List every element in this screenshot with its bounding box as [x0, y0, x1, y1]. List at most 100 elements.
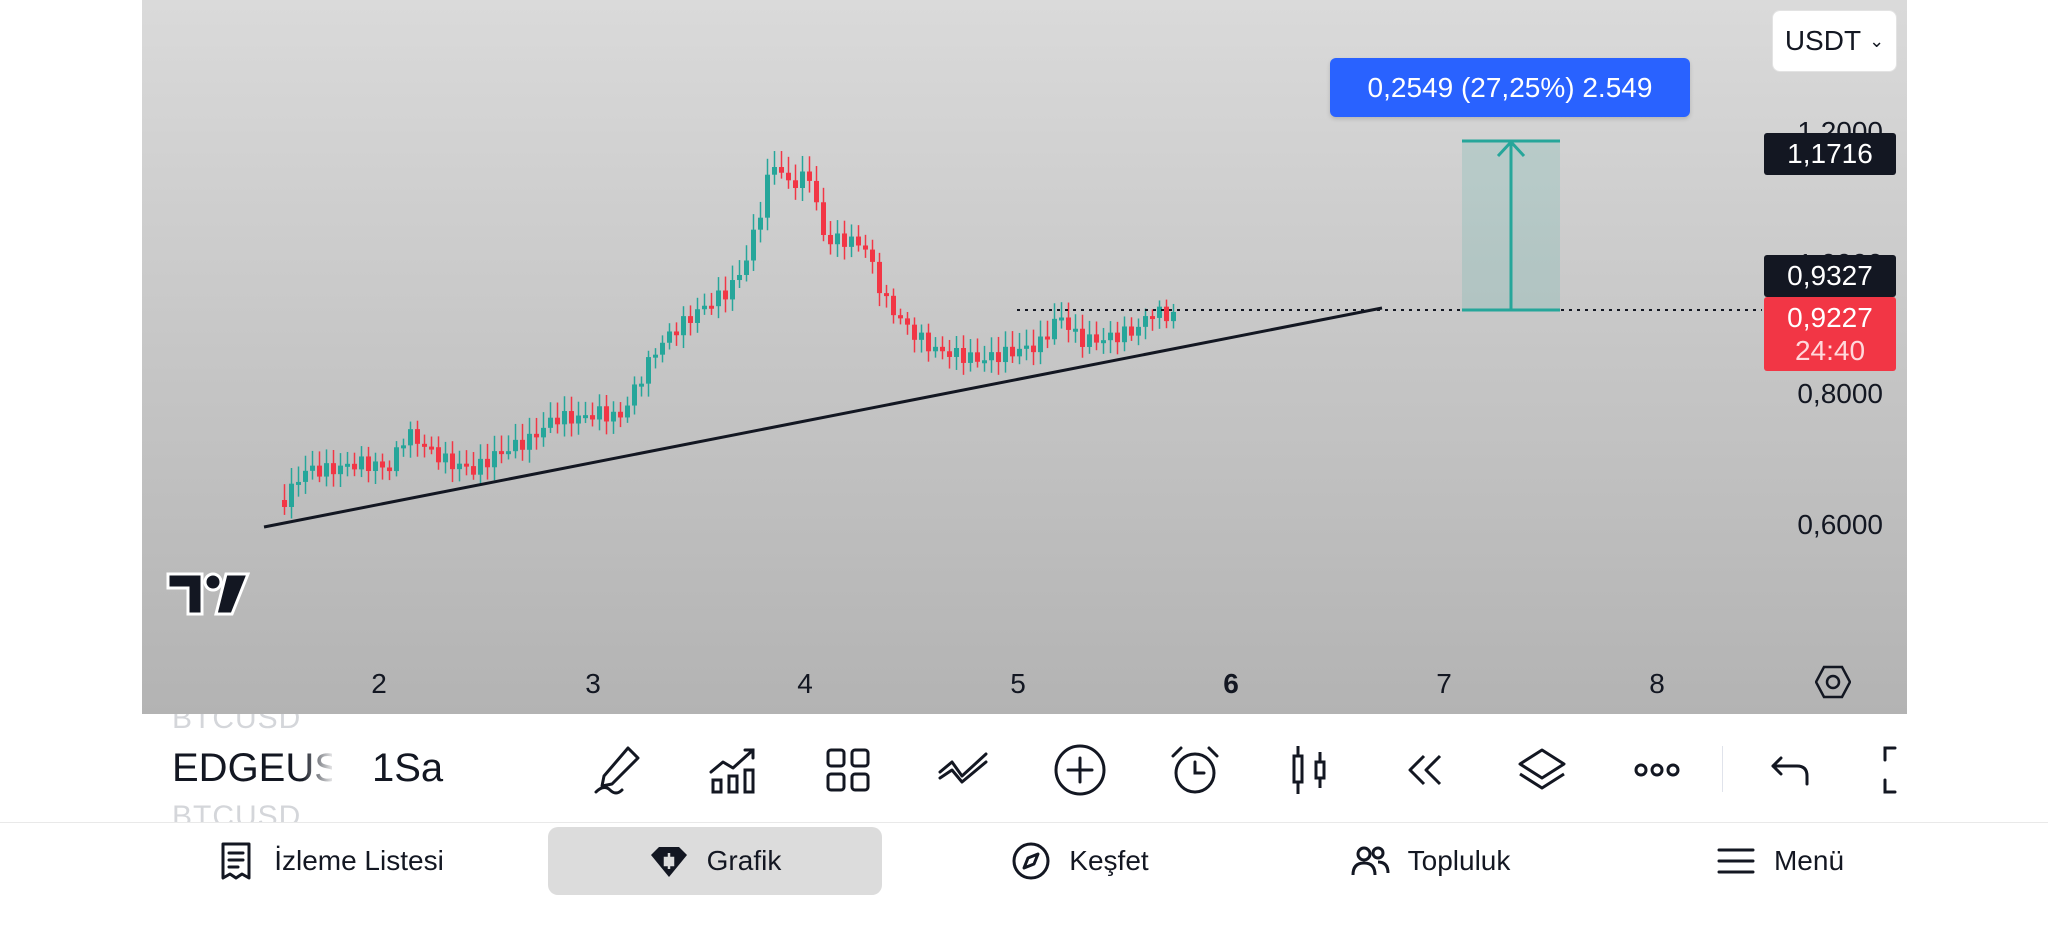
- candle-body: [310, 465, 315, 471]
- candle-body: [926, 332, 931, 352]
- symbol-fade: [302, 740, 336, 796]
- undo-icon[interactable]: [1763, 742, 1819, 798]
- candle-body: [408, 429, 413, 446]
- candle-body: [324, 463, 329, 477]
- candle-body: [331, 463, 336, 475]
- nav-watchlist[interactable]: İzleme Listesi: [190, 827, 470, 895]
- candle-body: [863, 245, 868, 250]
- candle-body: [877, 261, 882, 294]
- candle-body: [751, 229, 756, 261]
- candle-body: [856, 236, 861, 246]
- trendline-tool-icon[interactable]: [936, 742, 992, 798]
- nav-explore[interactable]: Keşfet: [960, 827, 1200, 895]
- nav-menu[interactable]: Menü: [1700, 827, 1860, 895]
- candle-body: [1108, 332, 1113, 341]
- candle-body: [1010, 346, 1015, 357]
- candle-body: [625, 405, 630, 418]
- candle-body: [611, 411, 616, 422]
- x-axis-tick: 3: [585, 668, 601, 699]
- candle-body: [604, 406, 609, 422]
- compass-icon: [1012, 842, 1050, 880]
- candle-body: [513, 439, 518, 452]
- candle-body: [345, 463, 350, 467]
- candle-body: [1059, 317, 1064, 321]
- candle-body: [478, 458, 483, 475]
- candle-body: [828, 234, 833, 245]
- candle-body: [772, 167, 777, 175]
- candle-body: [443, 453, 448, 463]
- chart-panel[interactable]: USDT ⌄ 0,2549 (27,25%) 2.549 1,2000 1,00…: [142, 0, 1907, 714]
- candle-body: [730, 280, 735, 300]
- alarm-icon[interactable]: [1167, 742, 1223, 798]
- candle-body: [576, 415, 581, 424]
- candle-body: [996, 352, 1001, 363]
- candle-body: [1143, 316, 1148, 327]
- candle-body: [786, 172, 791, 181]
- drawing-pen-icon[interactable]: [590, 742, 646, 798]
- target-price-tag: 1,1716: [1764, 133, 1896, 175]
- layouts-grid-icon[interactable]: [820, 742, 876, 798]
- candle-body: [814, 180, 819, 203]
- candle-body: [702, 305, 707, 310]
- add-icon[interactable]: [1052, 742, 1108, 798]
- interval-selector[interactable]: 1Sa: [372, 746, 444, 790]
- candle-body: [954, 348, 959, 357]
- x-axis-tick: 2: [371, 668, 387, 699]
- chart-settings-icon[interactable]: [1815, 664, 1851, 700]
- candle-body: [541, 427, 546, 438]
- nav-label: İzleme Listesi: [274, 845, 444, 876]
- replay-icon[interactable]: [1398, 742, 1454, 798]
- candle-body: [583, 415, 588, 419]
- previous-symbol-ghost: BTCUSD: [172, 714, 302, 735]
- candle-body: [429, 446, 434, 450]
- candle-body: [898, 315, 903, 319]
- candles-icon[interactable]: [1282, 742, 1338, 798]
- menu-icon: [1717, 848, 1755, 874]
- candle-body: [1094, 334, 1099, 343]
- x-axis-tick-current: 6: [1223, 668, 1239, 699]
- price-range-arrowhead: [1496, 139, 1526, 158]
- candle-body: [569, 411, 574, 424]
- candle-body: [1101, 340, 1106, 344]
- candle-body: [380, 461, 385, 468]
- candle-body: [835, 233, 840, 245]
- bottom-navigation: İzleme Listesi Grafik Keşfet Topluluk Me…: [0, 822, 2048, 945]
- candle-body: [807, 171, 812, 181]
- nav-community[interactable]: Topluluk: [1300, 827, 1560, 895]
- price-chart[interactable]: [142, 0, 1907, 714]
- candle-body: [821, 202, 826, 235]
- candle-body: [506, 451, 511, 455]
- x-axis-tick: 8: [1649, 668, 1665, 699]
- layers-icon[interactable]: [1514, 742, 1570, 798]
- candle-body: [282, 500, 287, 507]
- nav-chart[interactable]: Grafik: [548, 827, 882, 895]
- candle-body: [1073, 328, 1078, 332]
- last-price-value: 0,9227: [1787, 302, 1873, 333]
- indicators-icon[interactable]: [705, 742, 761, 798]
- watchlist-icon: [221, 842, 251, 880]
- fullscreen-icon[interactable]: [1877, 742, 1907, 798]
- candle-body: [884, 293, 889, 297]
- candle-body: [464, 463, 469, 467]
- candle-body: [891, 295, 896, 316]
- candle-body: [289, 483, 294, 507]
- x-axis-tick: 7: [1436, 668, 1452, 699]
- nav-label: Grafik: [706, 845, 782, 876]
- candle-body: [1122, 326, 1127, 343]
- candle-body: [1136, 326, 1141, 336]
- toolbar-divider: [1722, 746, 1723, 792]
- y-axis-tick: 0,6000: [1797, 509, 1883, 540]
- currency-selector[interactable]: USDT ⌄: [1772, 10, 1897, 72]
- more-icon[interactable]: [1629, 742, 1685, 798]
- candle-body: [471, 466, 476, 475]
- candle-body: [387, 467, 392, 472]
- candle-body: [422, 443, 427, 447]
- candle-body: [1150, 316, 1155, 320]
- candle-body: [1045, 336, 1050, 340]
- support-trendline[interactable]: [263, 306, 1383, 529]
- price-range-label[interactable]: 0,2549 (27,25%) 2.549: [1330, 58, 1690, 117]
- candle-body: [709, 305, 714, 309]
- candle-body: [1087, 334, 1092, 347]
- candle-body: [975, 352, 980, 362]
- candle-body: [590, 415, 595, 420]
